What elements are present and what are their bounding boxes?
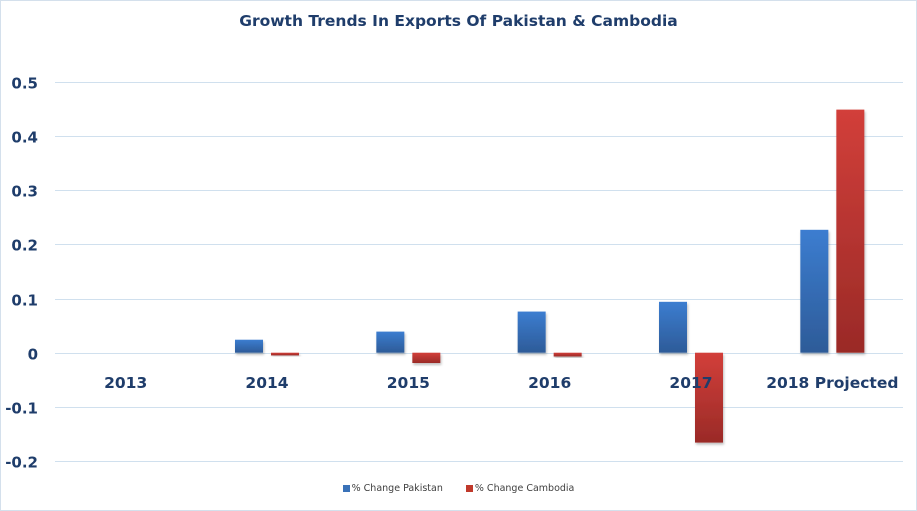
bar-cambodia[interactable] [553, 352, 582, 357]
y-tick-label: 0.5 [11, 75, 38, 93]
bar-pakistan[interactable] [517, 311, 546, 353]
y-tick-label: -0.2 [5, 454, 38, 472]
bar-pakistan[interactable] [235, 339, 263, 353]
legend-swatch-cambodia [465, 485, 473, 492]
y-axis-ticks: -0.2 -0.1 0 0.1 0.2 0.3 0.4 0.5 [5, 75, 38, 472]
bar-pakistan[interactable] [800, 229, 829, 353]
x-tick-label: 2013 [104, 374, 147, 392]
bars [235, 109, 865, 443]
x-tick-label: 2015 [387, 374, 430, 392]
y-tick-label: -0.1 [5, 400, 38, 418]
bar-cambodia[interactable] [271, 352, 299, 356]
x-tick-label: 2018 Projected [766, 374, 898, 392]
x-axis-ticks: 2013 2014 2015 2016 2017 2018 Projected [104, 374, 898, 392]
y-tick-label: 0.4 [11, 129, 38, 147]
bar-cambodia[interactable] [412, 352, 441, 364]
gridlines [55, 82, 903, 462]
y-tick-label: 0.3 [11, 183, 38, 201]
chart-title: Growth Trends In Exports Of Pakistan & C… [239, 12, 678, 30]
legend: % Change Pakistan % Change Cambodia [0, 483, 917, 495]
legend-label-pakistan: % Change Pakistan [351, 483, 443, 494]
legend-swatch-pakistan [342, 485, 350, 492]
y-tick-label: 0.2 [11, 237, 38, 255]
bar-pakistan[interactable] [659, 301, 687, 353]
bar-cambodia[interactable] [836, 109, 865, 353]
x-tick-label: 2017 [669, 374, 712, 392]
legend-item-cambodia[interactable]: % Change Cambodia [465, 483, 575, 494]
bar-pakistan[interactable] [376, 331, 405, 353]
x-tick-label: 2016 [528, 374, 571, 392]
y-tick-label: 0 [28, 346, 38, 364]
legend-label-cambodia: % Change Cambodia [474, 483, 575, 494]
bar-cambodia[interactable] [695, 352, 723, 443]
x-tick-label: 2014 [245, 374, 288, 392]
legend-item-pakistan[interactable]: % Change Pakistan [342, 483, 443, 494]
y-tick-label: 0.1 [11, 292, 38, 310]
